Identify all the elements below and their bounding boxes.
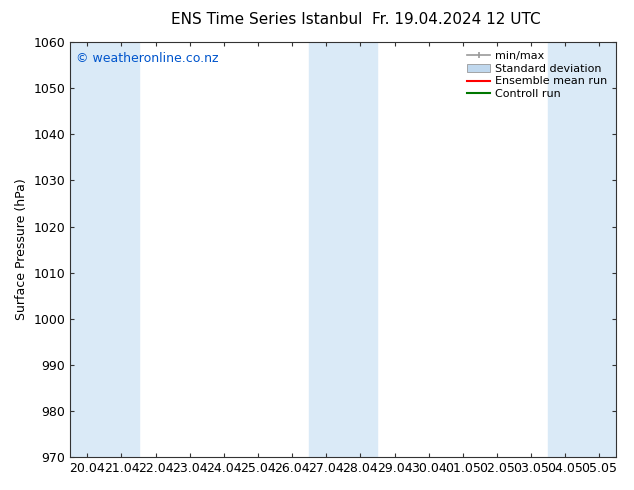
Bar [309, 42, 377, 457]
Bar [70, 42, 139, 457]
Text: ENS Time Series Istanbul: ENS Time Series Istanbul [171, 12, 362, 27]
Y-axis label: Surface Pressure (hPa): Surface Pressure (hPa) [15, 179, 28, 320]
Text: © weatheronline.co.nz: © weatheronline.co.nz [75, 52, 218, 66]
Text: Fr. 19.04.2024 12 UTC: Fr. 19.04.2024 12 UTC [372, 12, 541, 27]
Bar [548, 42, 616, 457]
Legend: min/max, Standard deviation, Ensemble mean run, Controll run: min/max, Standard deviation, Ensemble me… [464, 48, 611, 102]
